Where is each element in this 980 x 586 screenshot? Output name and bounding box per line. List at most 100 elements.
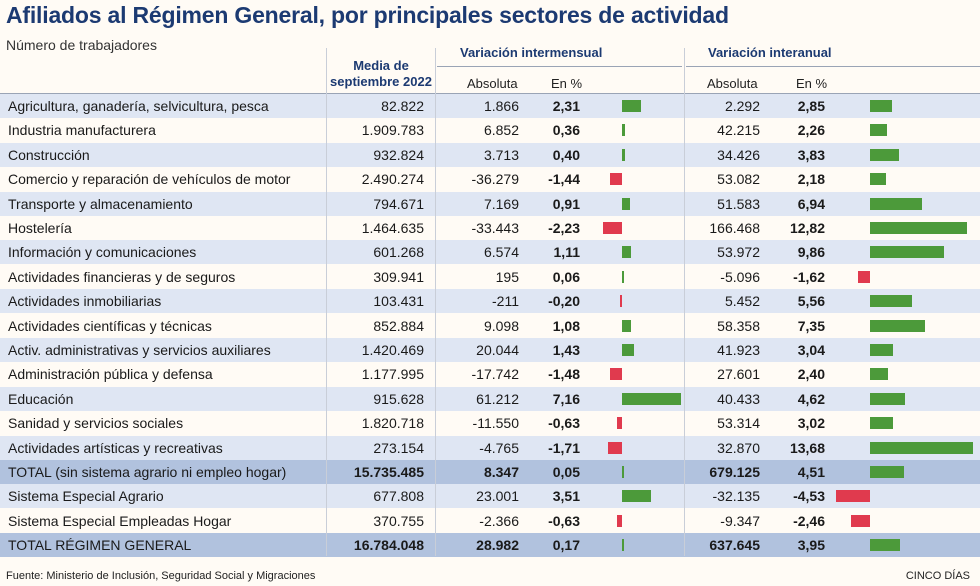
cell-sector-label: Hostelería <box>8 220 72 236</box>
cell-mes-absoluta: 20.044 <box>476 342 519 358</box>
table-total-row: TOTAL RÉGIMEN GENERAL 16.784.048 28.982 0,1… <box>0 533 980 558</box>
cell-sector-label: Educación <box>8 390 74 407</box>
cell-anual-pct: 2,85 <box>797 98 825 114</box>
bar-interanual <box>835 490 870 503</box>
brand-name: CINCO DÍAS <box>905 570 970 582</box>
cell-anual-absoluta: 40.433 <box>717 390 760 407</box>
cell-mes-pct: 0,05 <box>552 464 580 480</box>
cell-anual-pct: 3,83 <box>797 146 825 163</box>
bar-intermensual <box>622 246 632 259</box>
cell-mes-absoluta: -2.366 <box>479 512 519 529</box>
cell-sector-label: Sistema Especial Empleadas Hogar <box>8 512 232 529</box>
bar-intermensual <box>610 173 622 186</box>
cell-anual-absoluta: 34.426 <box>717 146 760 163</box>
cell-mes-absoluta: -4.765 <box>479 439 519 456</box>
header-media: Media de septiembre 2022 <box>326 58 436 90</box>
cell-mes-pct: 1,43 <box>552 342 580 358</box>
cell-anual-pct: -2,46 <box>793 512 825 529</box>
cell-mes-absoluta: 9.098 <box>483 317 519 334</box>
cell-sector-label: Transporte y almacenamiento <box>8 195 193 212</box>
bar-interanual <box>870 392 905 405</box>
bar-interanual <box>870 368 889 381</box>
table-row: Hostelería 1.464.635 -33.443 -2,23 166.468 12… <box>0 216 980 240</box>
header-media-line1: Media de <box>353 58 409 73</box>
cell-sector-label: Actividades inmobiliarias <box>8 293 162 310</box>
cell-anual-absoluta: 637.645 <box>709 537 760 554</box>
bar-interanual <box>870 124 888 137</box>
cell-mes-absoluta: 61.212 <box>476 390 519 407</box>
table-row: Comercio y reparación de vehículos de mo… <box>0 167 980 191</box>
bar-intermensual <box>622 270 624 283</box>
cell-mes-pct: 0,06 <box>552 268 580 285</box>
bar-interanual <box>870 319 926 332</box>
cell-mes-absoluta: -11.550 <box>472 415 519 432</box>
cell-anual-pct: 2,26 <box>797 122 825 139</box>
cell-anual-pct: -4,53 <box>793 488 825 505</box>
cell-mes-pct: -0,63 <box>548 415 580 432</box>
bar-intermensual <box>622 124 625 137</box>
cell-mes-pct: 0,40 <box>552 146 580 163</box>
table-row: Sanidad y servicios sociales 1.820.718 -11… <box>0 411 980 435</box>
cell-media: 1.909.783 <box>361 122 424 139</box>
cell-sector-label: Comercio y reparación de vehículos de mo… <box>8 171 291 188</box>
header-media-line2: septiembre 2022 <box>330 74 432 89</box>
table-row: Sistema Especial Empleadas Hogar 370.755 -… <box>0 509 980 533</box>
cell-anual-pct: 5,56 <box>797 293 825 310</box>
cell-mes-pct: 0,36 <box>552 122 580 139</box>
cell-anual-pct: 4,51 <box>797 464 825 480</box>
bar-intermensual <box>622 148 626 161</box>
cell-anual-pct: 13,68 <box>789 439 825 456</box>
cell-anual-absoluta: 41.923 <box>717 342 760 358</box>
bar-intermensual <box>620 295 622 308</box>
bar-intermensual <box>622 319 631 332</box>
table-row: Administración pública y defensa 1.177.99… <box>0 362 980 386</box>
cell-media: 103.431 <box>373 293 424 310</box>
cell-mes-pct: 1,11 <box>553 244 580 261</box>
bar-intermensual <box>622 344 634 356</box>
cell-sector-label: Sistema Especial Agrario <box>8 488 164 505</box>
cell-anual-absoluta: 679.125 <box>709 464 760 480</box>
cell-anual-absoluta: 2.292 <box>724 98 760 114</box>
header-absoluta-anual: Absoluta <box>707 76 758 91</box>
chart-title: Afiliados al Régimen General, por princi… <box>6 2 729 28</box>
bar-intermensual <box>622 197 630 210</box>
bar-interanual <box>870 466 905 478</box>
bar-interanual <box>857 270 870 283</box>
cell-sector-label: Construcción <box>8 146 90 163</box>
bar-interanual <box>870 148 899 161</box>
cell-mes-absoluta: 28.982 <box>476 537 519 554</box>
bar-intermensual <box>622 539 624 552</box>
table-row: Educación 915.628 61.212 7,16 40.433 4,62 <box>0 386 980 411</box>
cell-media: 601.268 <box>373 244 424 261</box>
cell-sector-label: TOTAL RÉGIMEN GENERAL <box>8 537 192 554</box>
bar-interanual <box>870 222 967 234</box>
cell-anual-absoluta: -9.347 <box>720 512 760 529</box>
table-total-row: TOTAL (sin sistema agrario ni empleo hog… <box>0 460 980 484</box>
bar-intermensual <box>609 368 622 381</box>
bar-intermensual <box>622 466 624 478</box>
cell-sector-label: Actividades artísticas y recreativas <box>8 439 223 456</box>
bar-intermensual <box>622 490 652 503</box>
header-bottom-rule <box>0 93 980 94</box>
bar-intermensual <box>616 514 622 527</box>
bar-interanual <box>870 197 923 210</box>
cell-media: 1.464.635 <box>361 220 424 236</box>
chart-subtitle: Número de trabajadores <box>6 37 157 53</box>
cell-media: 15.735.485 <box>353 464 424 480</box>
table-row: Sistema Especial Agrario 677.808 23.001 3,5… <box>0 484 980 509</box>
cell-media: 309.941 <box>373 268 424 285</box>
cell-anual-absoluta: 58.358 <box>717 317 760 334</box>
cell-media: 915.628 <box>373 390 424 407</box>
cell-media: 16.784.048 <box>353 537 424 554</box>
cell-mes-absoluta: 7.169 <box>483 195 519 212</box>
cell-sector-label: Sanidad y servicios sociales <box>8 415 184 432</box>
cell-anual-absoluta: -5.096 <box>720 268 760 285</box>
cell-media: 82.822 <box>381 98 424 114</box>
cell-anual-absoluta: 53.082 <box>717 171 760 188</box>
bar-interanual <box>870 246 945 259</box>
cell-anual-pct: 9,86 <box>797 244 825 261</box>
cell-mes-pct: -1,48 <box>548 366 580 383</box>
cell-mes-absoluta: 195 <box>495 268 519 285</box>
bar-interanual <box>870 539 900 552</box>
bar-intermensual <box>607 441 622 454</box>
